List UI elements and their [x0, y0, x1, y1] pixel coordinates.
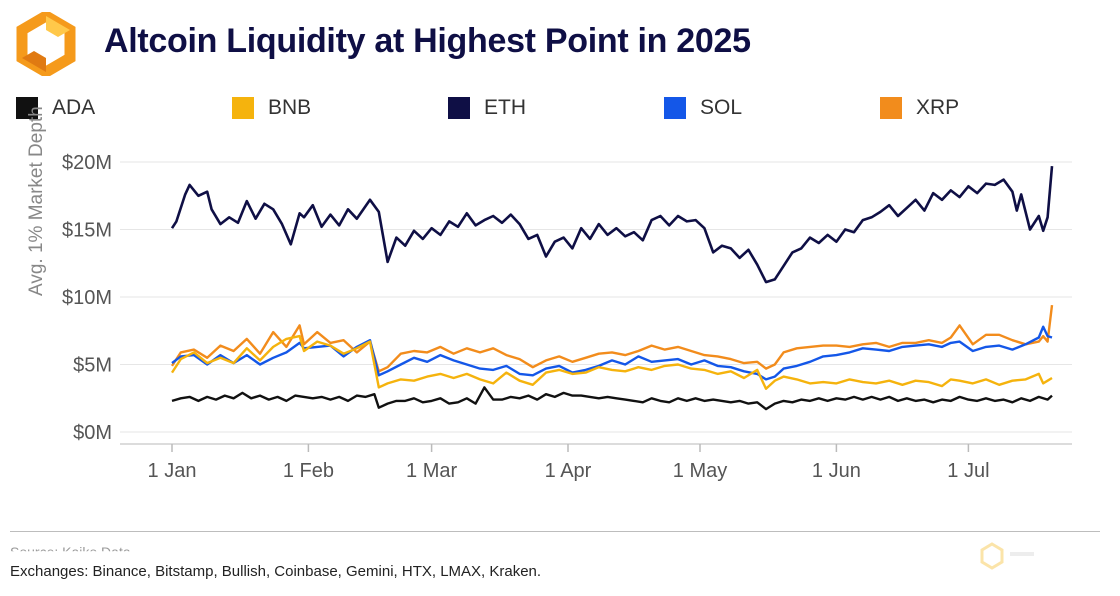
- series-line-xrp: [170, 304, 1054, 373]
- chart-legend: ADA BNB ETH SOL XRP: [0, 96, 1120, 126]
- series-line-bnb: [170, 334, 1053, 390]
- kaiko-hexagon-logo-icon: [16, 12, 76, 76]
- series-line-eth: [170, 165, 1054, 284]
- x-tick-label: 1 Jan: [148, 460, 197, 482]
- series-line-sol: [171, 325, 1053, 381]
- chart-title: Altcoin Liquidity at Highest Point in 20…: [104, 22, 751, 60]
- legend-swatch: [664, 97, 686, 119]
- legend-swatch: [448, 97, 470, 119]
- footer-divider: [10, 531, 1100, 532]
- x-tick-label: 1 Feb: [283, 460, 334, 482]
- legend-label: SOL: [700, 96, 743, 119]
- x-tick-label: 1 Mar: [406, 460, 457, 482]
- legend-label: ADA: [52, 96, 96, 119]
- y-tick-label: $5M: [73, 355, 112, 377]
- legend-item-sol: SOL: [664, 96, 742, 120]
- source-text: Source: Kaiko Data: [10, 544, 131, 560]
- exchanges-note: Exchanges: Binance, Bitstamp, Bullish, C…: [10, 563, 542, 580]
- x-tick-label: 1 Apr: [545, 460, 592, 482]
- legend-item-xrp: XRP: [880, 96, 959, 120]
- legend-item-bnb: BNB: [232, 96, 311, 120]
- watermark-logo-icon: [980, 542, 1034, 570]
- header: [14, 12, 78, 76]
- y-tick-label: $10M: [62, 287, 112, 309]
- y-tick-label: $20M: [62, 152, 112, 174]
- legend-label: ETH: [484, 96, 526, 119]
- legend-swatch: [232, 97, 254, 119]
- legend-swatch: [16, 97, 38, 119]
- legend-swatch: [880, 97, 902, 119]
- series-line-ada: [171, 386, 1053, 411]
- legend-label: BNB: [268, 96, 312, 119]
- legend-label: XRP: [916, 96, 960, 119]
- x-tick-label: 1 May: [673, 460, 727, 482]
- legend-item-ada: ADA: [16, 96, 95, 120]
- legend-item-eth: ETH: [448, 96, 526, 120]
- x-tick-label: 1 Jun: [812, 460, 861, 482]
- x-tick-label: 1 Jul: [947, 460, 989, 482]
- y-tick-label: $15M: [62, 220, 112, 242]
- y-tick-label: $0M: [73, 422, 112, 444]
